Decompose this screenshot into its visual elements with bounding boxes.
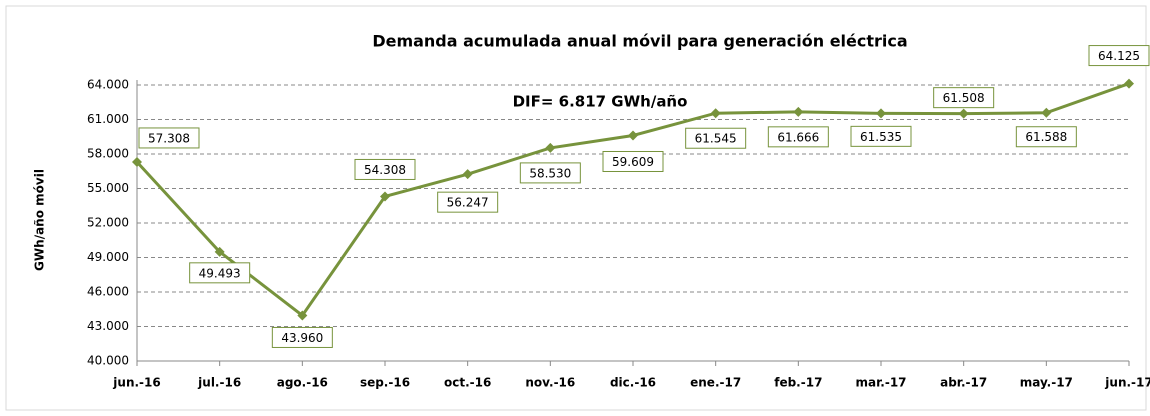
y-axis-label: GWh/año móvil [33,169,47,271]
marker [876,108,886,119]
x-tick-label: may.-17 [1020,376,1073,390]
marker [1124,78,1134,89]
marker [214,246,225,257]
marker [958,108,969,119]
data-label-box [189,262,251,284]
x-tick-label: jun.-16 [112,376,160,390]
data-label-box [767,126,829,148]
x-tick-label: mar.-17 [855,376,906,390]
data-label: 61.535 [860,130,902,144]
x-tick-label: ago.-16 [277,376,328,390]
marker [297,310,308,321]
annotation: DIF= 6.817 GWh/año [513,93,688,111]
x-tick-label: feb.-17 [774,376,822,390]
x-tick-label: oct.-16 [444,376,491,390]
marker [793,106,804,117]
chart-title: Demanda acumulada anual móvil para gener… [372,32,907,51]
data-label-box [354,158,416,180]
data-label: 54.308 [364,163,406,177]
y-tick-label: 64.000 [87,78,129,92]
data-label: 61.508 [943,91,985,105]
x-tick-label: dic.-16 [610,376,656,390]
y-tick-label: 43.000 [87,319,129,333]
data-label: 43.960 [281,331,323,345]
data-label: 61.588 [1025,130,1067,144]
marker [132,156,142,167]
marker [545,142,556,153]
marker [628,130,638,141]
x-tick-label: ene.-17 [690,376,741,390]
data-label-box [933,87,995,109]
data-label-box [437,191,499,213]
x-tick-label: jun.-17 [1104,376,1150,390]
marker [710,108,721,119]
marker [380,191,390,202]
data-label: 49.493 [199,266,241,280]
data-label-box [519,162,581,184]
data-label-box [1015,126,1077,148]
y-tick-label: 61.000 [87,112,129,126]
x-tick-label: abr.-17 [940,376,987,390]
data-label-box [271,326,333,348]
data-label-box [1088,45,1150,67]
y-tick-label: 46.000 [87,285,129,299]
y-tick-label: 58.000 [87,147,129,161]
x-tick-label: sep.-16 [360,376,410,390]
x-tick-label: nov.-16 [525,376,575,390]
data-label: 58.530 [529,166,571,180]
y-tick-label: 49.000 [87,250,129,264]
x-tick-label: jul.-16 [197,376,241,390]
marker [462,169,473,180]
chart-frame [5,5,1147,411]
data-label: 57.308 [148,131,190,145]
data-label: 59.609 [612,155,654,169]
data-label: 64.125 [1098,49,1140,63]
data-label-box [685,127,747,149]
y-tick-label: 40.000 [87,354,129,368]
data-label-box [138,127,200,149]
data-label: 61.666 [777,130,819,144]
data-label-box [602,150,664,172]
data-label: 61.545 [695,132,737,146]
y-tick-label: 55.000 [87,181,129,195]
data-label-box [850,125,912,147]
data-label: 56.247 [447,196,489,210]
marker [1041,107,1052,118]
y-tick-label: 52.000 [87,216,129,230]
